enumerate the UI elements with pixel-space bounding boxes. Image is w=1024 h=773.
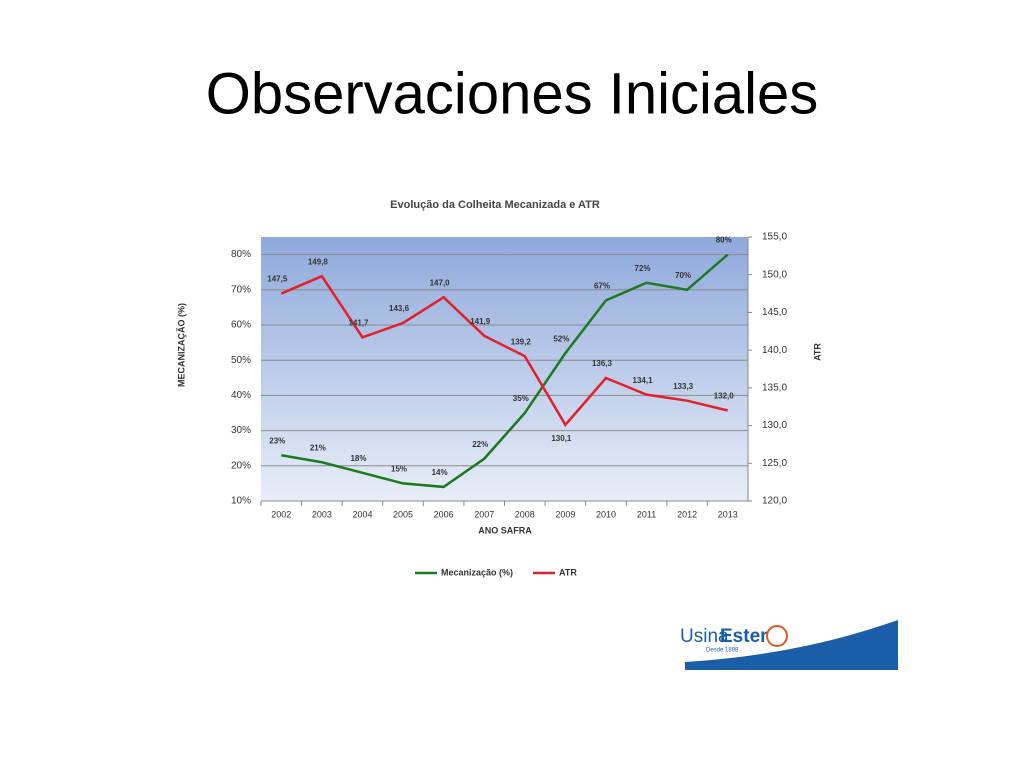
legend-label: Mecanização (%) xyxy=(441,567,513,577)
x-tick-label: 2011 xyxy=(637,509,656,519)
chart-title: Evolução da Colheita Mecanizada e ATR xyxy=(390,199,600,211)
y-tick-label: 70% xyxy=(231,284,251,295)
y-tick-label: 30% xyxy=(231,425,251,436)
data-label: 133,3 xyxy=(673,382,694,391)
x-tick-label: 2008 xyxy=(515,509,535,519)
x-tick-label: 2004 xyxy=(352,509,372,519)
data-label: 141,7 xyxy=(348,318,369,327)
line-series xyxy=(280,274,729,427)
data-label: 130,1 xyxy=(551,434,572,443)
logo: Usina Ester Desde 1898 xyxy=(680,620,898,670)
logo-ester: Ester xyxy=(720,626,768,647)
y2-tick-label: 145,0 xyxy=(762,307,787,318)
x-tick-label: 2006 xyxy=(434,509,454,519)
logo-tagline: Desde 1898 xyxy=(706,648,739,654)
x-tick-label: 2013 xyxy=(718,509,738,519)
data-label: 141,9 xyxy=(470,317,491,326)
y2-tick-label: 155,0 xyxy=(762,232,787,243)
data-label: 21% xyxy=(310,443,326,452)
data-label: 14% xyxy=(432,468,448,477)
y2-tick-label: 150,0 xyxy=(762,269,787,280)
y-tick-label: 10% xyxy=(231,496,251,507)
data-label: 35% xyxy=(513,394,529,403)
data-label: 72% xyxy=(635,264,651,273)
x-tick-label: 2010 xyxy=(596,509,616,519)
x-tick-label: 2005 xyxy=(393,509,413,519)
x-tick-label: 2009 xyxy=(555,509,575,519)
y2-tick-label: 125,0 xyxy=(762,458,787,469)
x-tick-label: 2003 xyxy=(312,509,332,519)
y-tick-label: 20% xyxy=(231,460,251,471)
data-label: 132,0 xyxy=(714,392,735,401)
data-label: 147,0 xyxy=(430,278,451,287)
x-tick-label: 2002 xyxy=(271,509,291,519)
data-label: 23% xyxy=(269,436,285,445)
x-tick-label: 2012 xyxy=(677,509,697,519)
y-tick-label: 60% xyxy=(231,320,251,331)
data-label: 67% xyxy=(594,281,610,290)
y2-tick-label: 140,0 xyxy=(762,345,787,356)
data-label: 147,5 xyxy=(267,275,288,284)
x-tick-label: 2007 xyxy=(474,509,494,519)
data-label: 143,6 xyxy=(389,304,410,313)
data-label: 18% xyxy=(350,454,366,463)
y2-tick-label: 135,0 xyxy=(762,382,787,393)
y-tick-label: 40% xyxy=(231,390,251,401)
y-axis-title: MECANIZAÇÃO (%) xyxy=(176,303,186,387)
legend-label: ATR xyxy=(559,567,577,577)
y2-tick-label: 120,0 xyxy=(762,496,787,507)
data-label: 149,8 xyxy=(308,257,329,266)
data-label: 22% xyxy=(472,440,488,449)
plot-area xyxy=(261,237,748,501)
line-series xyxy=(281,253,729,489)
data-label: 80% xyxy=(716,236,732,245)
data-label: 134,1 xyxy=(633,376,654,385)
y2-axis-title: ATR xyxy=(812,343,822,361)
y2-tick-label: 130,0 xyxy=(762,420,787,431)
slide-title: Observaciones Iniciales xyxy=(206,61,819,126)
logo-emblem xyxy=(766,625,788,647)
y-tick-label: 80% xyxy=(231,249,251,260)
logo-swoosh xyxy=(685,620,898,670)
data-label: 136,3 xyxy=(592,359,613,368)
x-axis-title: ANO SAFRA xyxy=(478,525,532,535)
data-label: 139,2 xyxy=(511,337,532,346)
y-tick-label: 50% xyxy=(231,355,251,366)
data-label: 15% xyxy=(391,465,407,474)
data-label: 52% xyxy=(553,334,569,343)
data-label: 70% xyxy=(675,271,691,280)
logo-usina: Usina xyxy=(680,626,729,647)
